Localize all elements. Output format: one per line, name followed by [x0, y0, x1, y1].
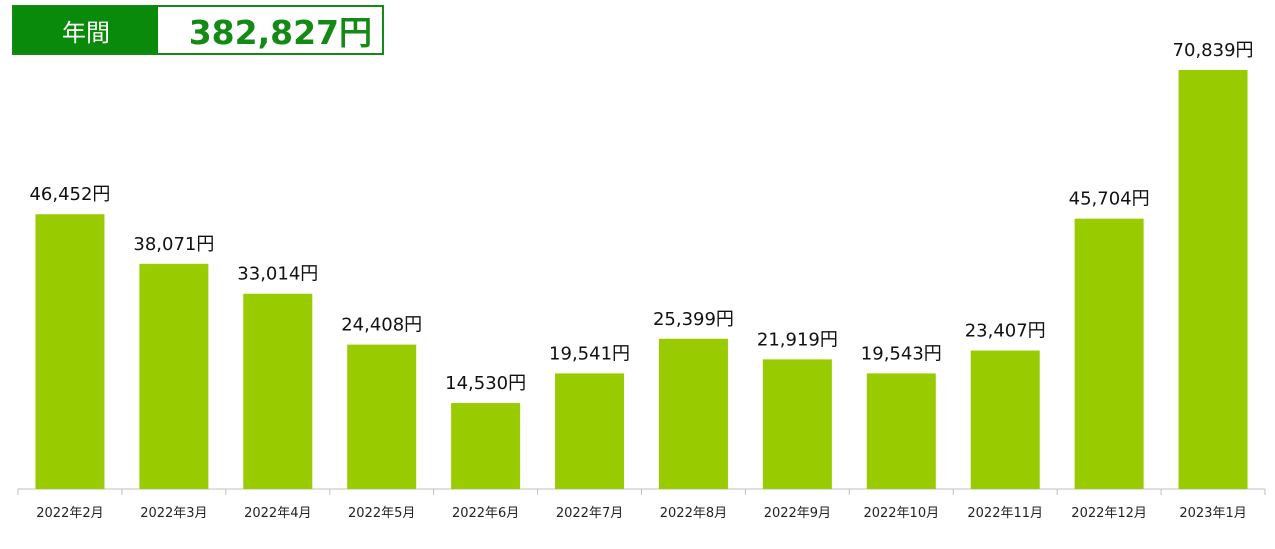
bar	[1074, 218, 1144, 490]
x-tick-label: 2022年6月	[452, 506, 519, 521]
annual-total-value: 382,827円	[188, 13, 372, 52]
x-tick-label: 2022年9月	[764, 506, 831, 521]
bar	[555, 373, 625, 489]
data-label: 38,071円	[133, 234, 214, 255]
data-label: 24,408円	[341, 315, 422, 336]
data-label: 45,704円	[1069, 189, 1150, 210]
data-label: 19,543円	[861, 343, 942, 364]
data-label: 14,530円	[445, 373, 526, 394]
x-tick-label: 2022年12月	[1071, 506, 1147, 521]
x-tick-label: 2022年4月	[244, 506, 311, 521]
data-label: 19,541円	[549, 343, 630, 364]
bar	[35, 214, 105, 489]
bar	[970, 350, 1040, 489]
x-tick-label: 2022年7月	[556, 506, 623, 521]
x-tick-label: 2022年3月	[140, 506, 207, 521]
data-label: 70,839円	[1173, 40, 1254, 61]
data-label: 23,407円	[965, 321, 1046, 342]
annual-total-box: 年間 382,827円	[12, 5, 384, 55]
bar	[243, 293, 313, 489]
x-tick-label: 2022年10月	[863, 506, 939, 521]
x-tick-label: 2022年5月	[348, 506, 415, 521]
bar	[451, 403, 521, 489]
data-label: 46,452円	[29, 184, 110, 205]
x-tick-label: 2023年1月	[1179, 506, 1246, 521]
data-label: 33,014円	[237, 264, 318, 285]
x-tick-label: 2022年8月	[660, 506, 727, 521]
bar	[1178, 70, 1248, 489]
bar	[762, 359, 832, 489]
bar	[139, 263, 209, 489]
data-label: 25,399円	[653, 309, 734, 330]
data-label: 21,919円	[757, 329, 838, 350]
bar	[347, 344, 417, 489]
bar	[866, 373, 936, 489]
x-tick-label: 2022年2月	[36, 506, 103, 521]
annual-total-label: 年間	[14, 7, 158, 53]
x-tick-label: 2022年11月	[967, 506, 1043, 521]
bar	[658, 338, 728, 489]
